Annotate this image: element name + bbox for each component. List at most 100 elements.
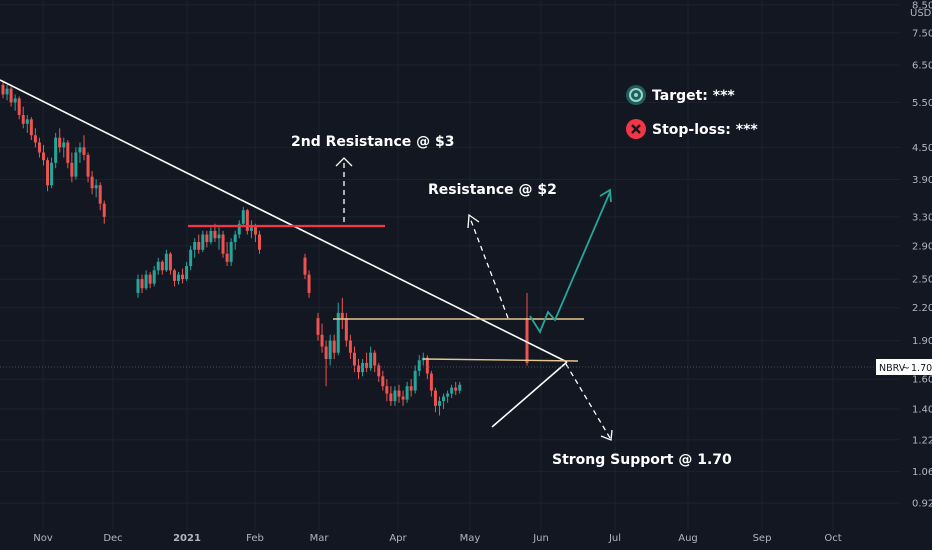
x-tick-label: May (460, 533, 481, 544)
candle-body (1, 84, 5, 95)
candle-up (361, 359, 365, 377)
candle-body (450, 387, 454, 394)
candle-body (94, 185, 98, 189)
candle-down (148, 272, 152, 289)
candle-up (450, 384, 454, 399)
candle-body (66, 142, 70, 163)
x-tick-label: Sep (753, 533, 772, 544)
candle-body (82, 147, 86, 155)
candle-down (429, 370, 433, 397)
y-tick-label: 2.50 (912, 275, 932, 286)
candle-up (5, 84, 9, 101)
candle-up (144, 270, 148, 291)
candle-body (389, 393, 393, 402)
candle-body (148, 274, 152, 284)
candle-body (245, 210, 249, 231)
candle-down (46, 157, 50, 192)
candle-down (525, 292, 529, 366)
candle-body (336, 312, 340, 353)
candle-down (348, 334, 352, 360)
candle-body (156, 261, 160, 271)
candle-body (381, 376, 385, 387)
candle-body (405, 386, 409, 400)
candle-down (9, 86, 13, 107)
candle-up (62, 137, 66, 158)
candle-body (140, 279, 144, 289)
candle-down (172, 268, 176, 287)
target-label: Target: *** (652, 88, 735, 104)
candle-body (37, 142, 41, 153)
candle-body (29, 119, 33, 136)
candle-up (328, 334, 332, 366)
candle-down (385, 379, 389, 402)
candle-up (78, 142, 82, 163)
candle-down (381, 370, 385, 391)
projection-arrowhead (599, 188, 612, 203)
candle-up (209, 227, 213, 245)
x-tick-label: Jul (608, 533, 621, 544)
candle-body (377, 365, 381, 377)
candle-down (225, 242, 229, 267)
target-icon-ring (629, 88, 643, 102)
x-tick-label: Dec (103, 533, 122, 544)
x-tick-label: Aug (678, 533, 698, 544)
support-arrowhead (600, 429, 613, 441)
candle-body (237, 223, 241, 235)
x-tick-label: Jun (532, 533, 549, 544)
candle-body (177, 274, 180, 281)
candle-down (389, 386, 393, 406)
candle-body (225, 253, 229, 262)
candle-body (90, 176, 94, 189)
candle-body (397, 390, 401, 397)
candle-body (241, 210, 245, 224)
candle-down (303, 253, 307, 280)
candle-down (168, 252, 172, 275)
candle-up (94, 179, 98, 198)
candle-up (13, 94, 17, 111)
candle-body (525, 318, 529, 363)
candle-up (336, 302, 340, 356)
candle-body (413, 370, 417, 391)
candle-body (21, 114, 25, 124)
candle-body (70, 162, 74, 177)
candle-up (458, 381, 462, 394)
candle-body (193, 242, 197, 250)
candle-body (168, 253, 172, 271)
candle-up (417, 355, 421, 377)
candle-body (332, 340, 336, 353)
x-tick-label: 2021 (173, 533, 201, 544)
candle-body (357, 365, 360, 373)
descending-trendline[interactable] (0, 79, 568, 363)
second-resistance-arrowhead (335, 157, 353, 167)
rising-support-line[interactable] (491, 361, 568, 428)
candle-up (185, 261, 189, 281)
candle-body (152, 270, 156, 284)
candle-down (58, 128, 62, 153)
candle-body (205, 234, 209, 243)
candle-body (42, 152, 45, 161)
candle-body (136, 279, 140, 293)
candle-body (442, 396, 446, 402)
candle-body (373, 352, 377, 366)
candle-body (438, 401, 441, 406)
candle-body (217, 234, 221, 239)
projection-path (529, 191, 611, 334)
candle-body (102, 203, 106, 217)
y-tick-label: 3.30 (912, 212, 932, 223)
candle-body (401, 396, 405, 400)
last-price-tag: NBRV ~ 1.70 (0, 359, 932, 375)
candle-body (393, 390, 397, 402)
candle-body (417, 360, 421, 371)
candle-down (66, 140, 70, 169)
candle-down (205, 230, 209, 248)
support-line[interactable] (422, 358, 579, 362)
candle-body (74, 152, 78, 177)
y-tick-label: 5.50 (912, 98, 932, 109)
candle-up (438, 396, 441, 416)
candle-down (340, 297, 344, 330)
candle-body (361, 362, 365, 373)
candle-up (369, 346, 373, 371)
candle-up (25, 114, 29, 133)
stoploss-icon-x (631, 124, 641, 134)
